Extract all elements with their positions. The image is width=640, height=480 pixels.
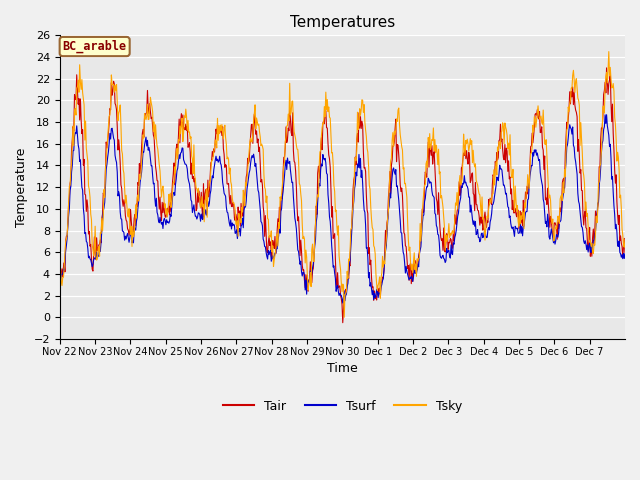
Legend: Tair, Tsurf, Tsky: Tair, Tsurf, Tsky	[218, 395, 467, 418]
Tsurf	[401, 270, 409, 276]
Title: Temperatures: Temperatures	[290, 15, 395, 30]
Tair	[339, 320, 347, 325]
Line: Tsky: Tsky	[60, 51, 625, 317]
Tsurf	[339, 300, 347, 306]
Tsky	[122, 192, 130, 198]
Text: BC_arable: BC_arable	[63, 40, 127, 53]
X-axis label: Time: Time	[327, 362, 358, 375]
Tsurf	[603, 112, 611, 118]
Tair	[254, 136, 262, 142]
Tair	[276, 204, 284, 210]
Tair	[226, 201, 234, 207]
Tair	[603, 65, 611, 71]
Tair	[56, 257, 63, 263]
Line: Tair: Tair	[60, 68, 625, 323]
Tsky	[226, 165, 234, 171]
Tsurf	[254, 187, 262, 193]
Tair	[433, 199, 441, 205]
Tsurf	[122, 236, 130, 242]
Tair	[621, 250, 629, 256]
Tsurf	[621, 251, 629, 257]
Tsky	[401, 180, 409, 186]
Tsky	[621, 237, 629, 242]
Tsurf	[226, 223, 234, 229]
Tsky	[276, 226, 284, 231]
Tair	[401, 243, 409, 249]
Tsurf	[433, 225, 441, 230]
Tsurf	[276, 221, 284, 227]
Tair	[122, 217, 130, 223]
Line: Tsurf: Tsurf	[60, 115, 625, 303]
Tsky	[254, 122, 262, 128]
Tsurf	[56, 273, 63, 279]
Tsky	[433, 150, 441, 156]
Tsky	[56, 272, 63, 277]
Tsky	[340, 314, 348, 320]
Y-axis label: Temperature: Temperature	[15, 147, 28, 227]
Tsky	[605, 48, 612, 54]
